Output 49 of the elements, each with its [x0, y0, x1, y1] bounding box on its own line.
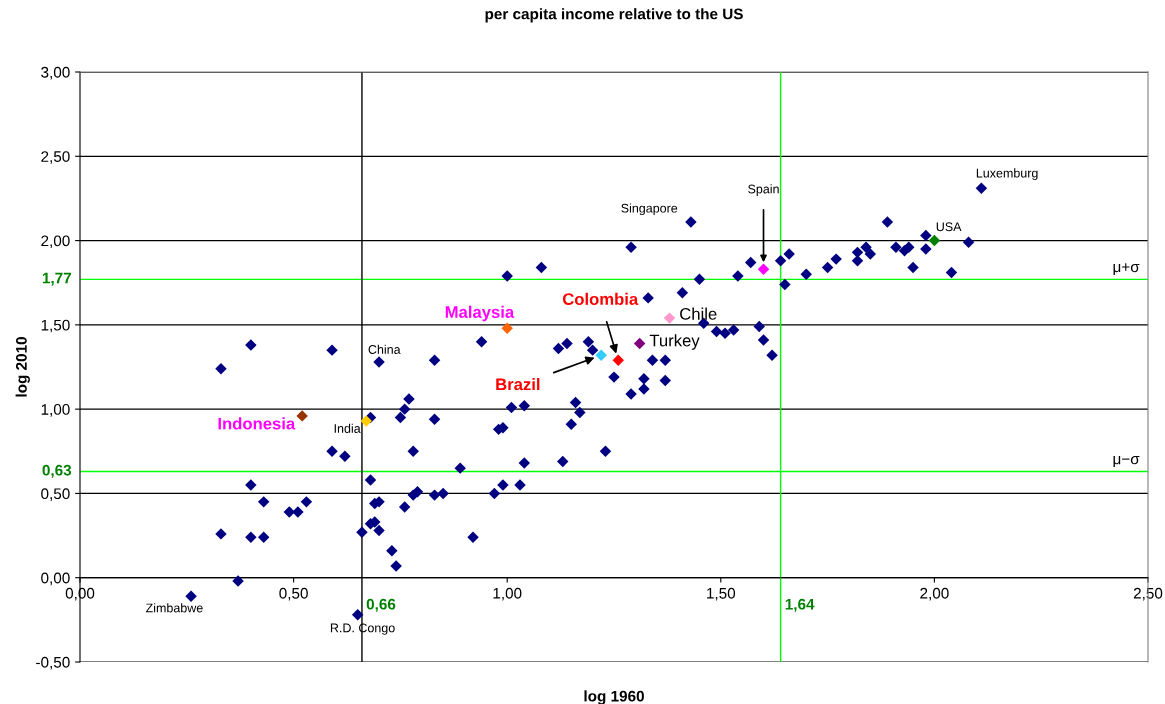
annotation: μ+σ: [1113, 263, 1140, 275]
annotation: China: [368, 344, 401, 354]
point: [185, 590, 197, 602]
point: [373, 356, 385, 368]
point: [595, 349, 607, 361]
annotation: India: [334, 423, 361, 433]
annotation: μ−σ: [1113, 456, 1140, 468]
annotation: Chile: [680, 307, 717, 320]
x-tick-label: 2,50: [1133, 587, 1163, 601]
y-axis-title: log 2010: [15, 337, 30, 397]
chart-title: per capita income relative to the US: [485, 8, 743, 23]
annotation: Malaysia: [445, 305, 515, 322]
annotation: Zimbabwe: [145, 603, 203, 613]
y-tick-label: -0,50: [36, 656, 70, 670]
x-axis-title: log 1960: [584, 690, 644, 704]
y-tick-label: 2,50: [41, 151, 70, 164]
point: [296, 410, 308, 422]
annotation: Indonesia: [218, 417, 296, 430]
y-tick-label: 0,00: [41, 572, 70, 586]
point: [612, 354, 624, 366]
x-tick-label: 1,50: [707, 587, 736, 601]
point: [351, 609, 364, 621]
point: [685, 216, 697, 228]
point: [501, 322, 513, 334]
point: [975, 182, 988, 195]
point: [928, 234, 941, 247]
y-tick-label: 2,00: [41, 235, 70, 249]
y-tick-label: 1,50: [41, 319, 70, 333]
ref-line-label: 1,64: [785, 598, 815, 612]
ref-line-label: 1,77: [42, 272, 71, 286]
annotation: Spain: [748, 184, 779, 196]
annotation: Turkey: [649, 334, 700, 350]
point: [757, 263, 770, 275]
y-tick-label: 0,50: [41, 488, 70, 501]
annotation: Luxemburg: [976, 168, 1038, 180]
ref-line-label: 0,66: [366, 598, 396, 612]
x-tick-label: 0,50: [279, 587, 308, 601]
point: [633, 337, 646, 350]
ref-line-label: 0,63: [42, 464, 72, 478]
annotation: Colombia: [562, 292, 639, 306]
y-tick-label: 1,00: [41, 404, 70, 417]
x-tick-label: 2,00: [920, 587, 949, 601]
annotation: USA: [936, 222, 962, 232]
point: [663, 312, 676, 324]
y-tick-label: 3,00: [41, 66, 70, 80]
x-tick-label: 1,00: [493, 587, 522, 601]
annotation: Singapore: [621, 203, 678, 216]
annotation: Brazil: [496, 377, 540, 391]
point: [360, 415, 372, 427]
